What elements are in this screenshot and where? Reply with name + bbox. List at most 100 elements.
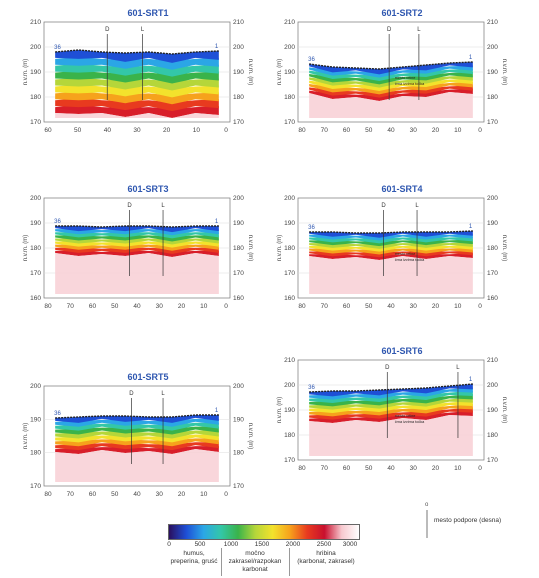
x-tick-label: 20 <box>432 127 440 134</box>
profile-panel-4: 601-SRT4 D L 36 1 mesto vrtine črna izvirna t… <box>272 184 532 359</box>
geophone-end-label: 1 <box>469 55 473 61</box>
panel-title: 601-SRT6 <box>381 346 423 356</box>
velocity-band <box>309 231 473 238</box>
panel-title: 601-SRT3 <box>127 184 169 194</box>
x-tick-label: 10 <box>200 303 208 310</box>
y-tick-label: 170 <box>233 483 244 490</box>
legend-tick: 500 <box>194 541 206 548</box>
y-tick-label: 200 <box>284 44 295 51</box>
y-tick-label: 170 <box>30 119 41 126</box>
x-tick-label: 50 <box>111 303 119 310</box>
geophone-start-label: 36 <box>308 385 315 391</box>
ground-surface-line <box>309 383 473 393</box>
velocity-band <box>55 50 219 63</box>
y-tick-label: 190 <box>284 69 295 76</box>
velocity-band <box>309 400 473 413</box>
y-tick-label: 190 <box>30 69 41 76</box>
x-tick-label: 50 <box>74 127 82 134</box>
y-tick-label: 200 <box>487 44 498 51</box>
velocity-band <box>309 410 473 423</box>
velocity-band <box>309 387 473 400</box>
support-marker-label: D <box>129 391 134 397</box>
x-tick-label: 40 <box>387 127 395 134</box>
x-tick-label: 60 <box>44 127 52 134</box>
y-tick-label: 190 <box>487 220 498 227</box>
y-tick-label: 180 <box>284 245 295 252</box>
geophone-end-label: 1 <box>469 224 473 230</box>
support-marker-label: L <box>141 27 145 33</box>
legend-class-3: hribina (karbonat, zakrasel) <box>297 550 355 565</box>
support-marker-label: D <box>127 203 132 209</box>
x-tick-label: 80 <box>298 465 306 472</box>
y-tick-label: 210 <box>487 357 498 364</box>
x-tick-label: 0 <box>478 127 482 134</box>
x-tick-label: 40 <box>387 303 395 310</box>
borehole-note: mesto vrtine <box>395 252 416 256</box>
x-tick-label: 10 <box>200 491 208 498</box>
ground-surface-line <box>55 225 219 228</box>
support-marker-label: D <box>385 365 390 371</box>
y-tick-label: 160 <box>487 295 498 302</box>
support-marker-label: D <box>381 203 386 209</box>
geophone-start-label: 36 <box>54 411 61 417</box>
x-tick-label: 70 <box>321 127 329 134</box>
x-tick-label: 40 <box>133 491 141 498</box>
borehole-note: črna izvirna točka <box>395 258 425 262</box>
y-axis-label: n.v.m. (m) <box>501 235 507 262</box>
y-tick-label: 190 <box>30 416 41 423</box>
x-tick-label: 0 <box>478 465 482 472</box>
x-tick-label: 70 <box>67 491 75 498</box>
x-tick-label: 10 <box>454 465 462 472</box>
x-tick-label: 70 <box>321 465 329 472</box>
legend-tick: 1000 <box>223 541 239 548</box>
velocity-band <box>55 70 219 84</box>
geophone-end-label: 1 <box>469 377 473 383</box>
x-tick-label: 40 <box>104 127 112 134</box>
y-tick-label: 170 <box>487 119 498 126</box>
y-tick-label: 190 <box>30 220 41 227</box>
x-tick-label: 50 <box>365 465 373 472</box>
x-tick-label: 20 <box>163 127 171 134</box>
y-tick-label: 190 <box>284 407 295 414</box>
x-tick-label: 60 <box>343 303 351 310</box>
y-tick-label: 180 <box>233 450 244 457</box>
y-tick-label: 190 <box>487 69 498 76</box>
x-tick-label: 60 <box>89 491 97 498</box>
legend-separator <box>221 548 222 576</box>
x-tick-label: 50 <box>365 303 373 310</box>
support-marker-label: D <box>387 27 392 33</box>
geophone-start-label: 36 <box>308 57 315 63</box>
panel-title: 601-SRT4 <box>381 184 423 194</box>
support-marker-label: L <box>456 365 460 371</box>
support-marker-label: L <box>161 391 165 397</box>
x-tick-label: 0 <box>224 303 228 310</box>
y-tick-label: 160 <box>30 295 41 302</box>
legend-tick: 1500 <box>254 541 270 548</box>
y-tick-label: 200 <box>284 195 295 202</box>
panel-title: 601-SRT5 <box>127 372 169 382</box>
velocity-band <box>55 84 219 98</box>
high-velocity-zone <box>309 415 473 456</box>
y-axis-label: n.v.m. (m) <box>23 235 29 262</box>
y-axis-label: n.v.m. (m) <box>501 59 507 86</box>
y-axis-label: n.v.m. (m) <box>277 235 283 262</box>
geophone-end-label: 1 <box>215 44 219 50</box>
y-tick-label: 180 <box>487 432 498 439</box>
support-marker-label: L <box>417 27 421 33</box>
support-marker-label: L <box>161 203 165 209</box>
velocity-band <box>55 105 219 118</box>
x-tick-label: 40 <box>133 303 141 310</box>
velocity-band <box>55 226 219 233</box>
x-tick-label: 30 <box>156 303 164 310</box>
high-velocity-zone <box>309 256 473 294</box>
y-tick-label: 170 <box>284 119 295 126</box>
geophone-end-label: 1 <box>215 219 219 225</box>
x-tick-label: 20 <box>178 491 186 498</box>
support-marker-label: mesto podpore (desna) <box>434 517 502 524</box>
y-tick-label: 190 <box>233 69 244 76</box>
x-tick-label: 0 <box>224 127 228 134</box>
y-tick-label: 180 <box>284 94 295 101</box>
velocity-band <box>309 397 473 410</box>
y-tick-label: 190 <box>487 407 498 414</box>
